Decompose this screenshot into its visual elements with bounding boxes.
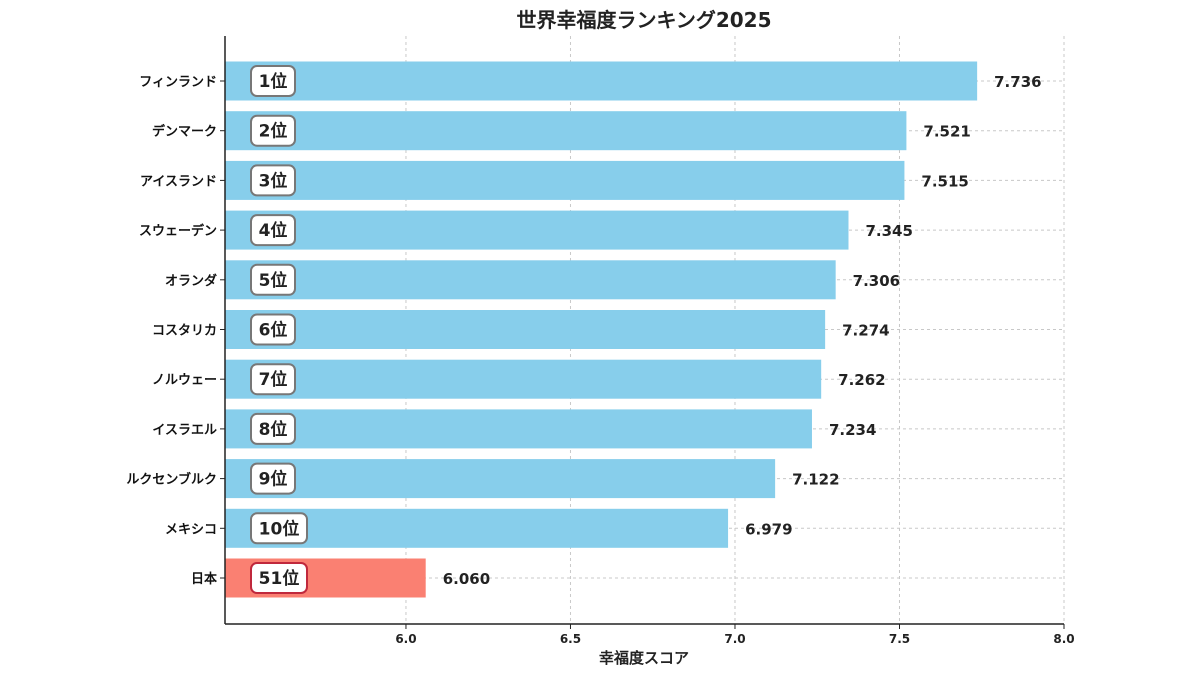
x-tick-label: 6.5 <box>560 632 581 646</box>
rank-label: 10位 <box>259 518 300 539</box>
category-label: メキシコ <box>165 522 217 537</box>
category-label: イスラエル <box>152 423 217 438</box>
category-label: ルクセンブルク <box>126 472 217 488</box>
rank-label: 6位 <box>259 320 288 341</box>
bar-8 <box>225 459 776 499</box>
rank-label: 51位 <box>259 568 300 589</box>
value-label: 6.979 <box>745 520 792 538</box>
x-tick-label: 8.0 <box>1053 632 1074 646</box>
bar-6 <box>225 359 822 399</box>
x-tick-label: 6.0 <box>395 632 416 646</box>
category-label: フィンランド <box>139 75 217 90</box>
bars: 7.736 1位 7.521 2位 7.515 3位 7.345 4位 7.306 5位 7.274… <box>225 61 1042 598</box>
value-label: 7.345 <box>865 222 912 240</box>
value-label: 7.262 <box>838 371 885 389</box>
rank-badge <box>250 512 308 545</box>
rank-badge <box>250 65 296 97</box>
axes: 6.0 6.5 7.0 7.5 8.0 フィンランドデンマークアイスランドスウェーデンオラ… <box>126 36 1075 646</box>
x-tick-label: 7.0 <box>724 632 745 646</box>
bar-0 <box>225 61 978 101</box>
rank-label: 9位 <box>259 469 288 490</box>
rank-label: 2位 <box>259 121 288 142</box>
value-label: 7.274 <box>842 322 889 340</box>
category-label: デンマーク <box>152 124 217 140</box>
rank-label: 4位 <box>259 220 288 241</box>
rank-badge <box>250 114 296 147</box>
chart-title: 世界幸福度ランキング2025 <box>516 8 771 32</box>
rank-badge <box>250 214 296 247</box>
rank-badge <box>250 412 296 445</box>
rank-label: 7位 <box>259 369 288 390</box>
rank-badge <box>250 263 296 296</box>
rank-badge <box>250 313 296 346</box>
category-label: アイスランド <box>140 174 217 189</box>
bar-4 <box>225 260 836 300</box>
bar-9 <box>225 508 729 548</box>
value-label: 7.234 <box>829 421 876 439</box>
bar-7 <box>225 409 812 449</box>
value-label: 6.060 <box>443 570 490 588</box>
rank-badge <box>250 363 296 396</box>
bar-1 <box>225 111 907 151</box>
x-tick-label: 7.5 <box>889 632 910 646</box>
rank-badge <box>250 562 308 594</box>
value-label: 7.521 <box>923 123 970 141</box>
bar-5 <box>225 310 826 349</box>
rank-label: 1位 <box>259 71 288 92</box>
category-label: ノルウェー <box>152 373 217 388</box>
rank-label: 5位 <box>259 270 288 291</box>
bar-2 <box>225 160 905 200</box>
category-label: オランダ <box>165 273 217 289</box>
value-label: 7.122 <box>792 471 839 489</box>
x-axis-label: 幸福度スコア <box>599 649 689 667</box>
category-label: コスタリカ <box>152 324 217 339</box>
category-label: スウェーデン <box>139 223 217 239</box>
value-label: 7.306 <box>853 272 900 290</box>
bar-3 <box>225 210 849 250</box>
category-label: 日本 <box>191 571 217 587</box>
value-label: 7.515 <box>921 172 968 190</box>
rank-label: 3位 <box>259 170 288 191</box>
rank-badge <box>250 164 296 197</box>
rank-label: 8位 <box>259 419 288 440</box>
value-label: 7.736 <box>994 73 1041 91</box>
rank-badge <box>250 462 296 495</box>
